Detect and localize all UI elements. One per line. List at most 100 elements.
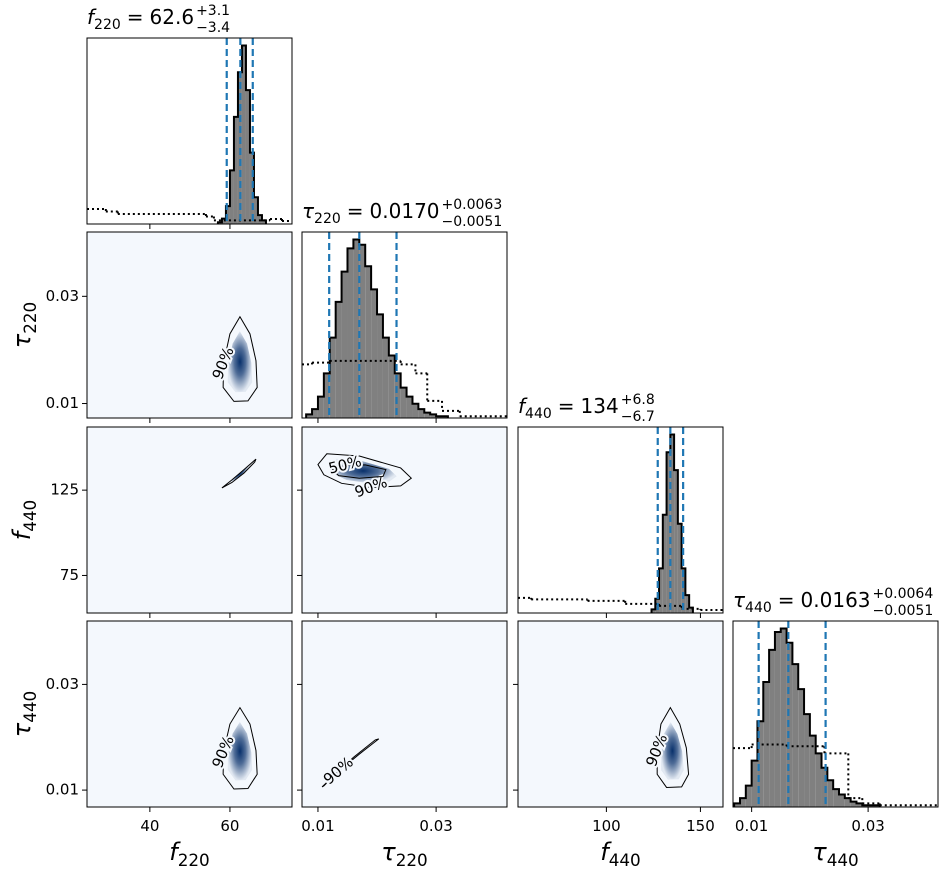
x-tick-label: 150 <box>686 817 715 835</box>
panel-frame <box>517 426 724 614</box>
axis-label: τ220 <box>381 838 427 870</box>
histogram-bar <box>651 609 656 613</box>
histogram-bar <box>689 607 693 613</box>
histogram-bar <box>804 714 810 807</box>
density-panel: 90%50% <box>297 426 508 618</box>
density-core <box>661 722 684 780</box>
histogram-bar <box>844 798 851 807</box>
axis-subscript: 220 <box>20 302 40 334</box>
title-subscript: 440 <box>525 406 552 422</box>
axis-label: τ440 <box>812 838 858 870</box>
title-subscript: 220 <box>94 17 121 33</box>
panel-frame <box>301 620 508 808</box>
title-plus: +0.0063 <box>442 197 503 213</box>
title-subscript: 220 <box>314 211 341 227</box>
panel-frame <box>86 37 293 225</box>
title-median: 62.6 <box>150 5 195 29</box>
y-tick-label: 0.03 <box>46 287 79 305</box>
histogram-bar <box>317 396 324 418</box>
histogram-bar <box>734 803 740 807</box>
panel-background <box>302 427 507 613</box>
histogram-bar <box>798 689 805 807</box>
histogram-panel: τ440 = 0.0163 +0.0064−0.0051 0.01 0.03 <box>732 586 939 835</box>
histogram-bar <box>241 45 246 224</box>
panel-plot: 90% <box>87 621 292 807</box>
title-plus: +0.0064 <box>873 586 934 602</box>
histogram-outline <box>305 238 449 418</box>
histogram-bar <box>312 409 318 418</box>
histogram-bar <box>757 721 764 807</box>
panel-frame <box>86 620 293 808</box>
x-tick-label: 40 <box>140 817 159 835</box>
histogram-outline <box>733 627 881 807</box>
x-tick-label: 0.03 <box>419 817 452 835</box>
y-tick-label: 0.01 <box>46 394 79 412</box>
x-tick-label: 100 <box>592 817 621 835</box>
histogram-bar <box>335 301 342 418</box>
panel-plot: 90% <box>518 621 723 807</box>
histogram-bar <box>388 355 395 418</box>
contour <box>656 706 690 788</box>
panel-background <box>87 427 292 613</box>
title-minus: −6.7 <box>621 409 655 425</box>
axis-symbol: τ <box>381 838 396 866</box>
title-subscript: 440 <box>745 600 772 616</box>
contour <box>317 453 413 489</box>
histogram-bar <box>394 373 401 418</box>
panel-title: τ220 = 0.0170 <box>302 199 440 227</box>
y-tick-label: 75 <box>60 566 79 584</box>
panel-plot: 90%50% <box>302 427 507 613</box>
histogram-bar <box>681 568 686 613</box>
histogram-bar <box>739 798 746 807</box>
axis-subscript: 220 <box>178 850 210 870</box>
title-median: 0.0163 <box>801 588 871 612</box>
histogram-bar <box>261 220 266 224</box>
histogram-panel: τ220 = 0.0170 +0.0063−0.0051 <box>301 197 508 423</box>
histogram-bar <box>225 206 230 224</box>
x-tick-label: 0.01 <box>301 817 334 835</box>
title-median: 0.0170 <box>370 199 440 223</box>
histogram-bar <box>670 434 675 613</box>
histogram-bar <box>353 239 360 418</box>
histogram-bar <box>856 803 863 807</box>
histogram-bar <box>815 753 822 807</box>
histogram-bar <box>666 452 671 613</box>
panel-title: f220 = 62.6 <box>87 5 194 33</box>
panel-background <box>87 232 292 418</box>
histogram-bar <box>677 523 682 613</box>
panel-frame <box>517 620 724 808</box>
axis-subscript: 440 <box>20 500 40 532</box>
density-panel: 90% 0.01 0.03 <box>297 620 508 835</box>
density-core <box>227 721 253 781</box>
histogram-bar <box>249 152 254 224</box>
histogram-bar <box>253 197 258 224</box>
y-tick-label: 125 <box>50 481 79 499</box>
histogram-bar <box>365 266 372 418</box>
histogram-bar <box>821 767 828 807</box>
contour <box>331 464 387 479</box>
axis-symbol: τ <box>8 722 36 737</box>
histogram-bar <box>377 314 383 418</box>
histogram-bar <box>786 642 793 807</box>
x-tick-label: 60 <box>220 817 239 835</box>
axis-label: f220 <box>169 838 209 870</box>
contour <box>222 315 258 402</box>
panel-background <box>302 621 507 807</box>
panel-background <box>518 621 723 807</box>
x-tick-label: 0.03 <box>851 817 884 835</box>
histogram-bar <box>751 760 758 807</box>
histogram-bar <box>769 649 775 807</box>
histogram-bar <box>233 116 238 224</box>
panel-background <box>87 621 292 807</box>
contour <box>321 738 380 788</box>
histogram-bar <box>827 780 834 807</box>
density-panel: 90% 40 60 0.01 0.03 <box>46 620 293 835</box>
histogram-bar <box>341 271 348 418</box>
title-minus: −0.0051 <box>873 603 934 619</box>
density-panel: 90% 100 150 <box>513 620 724 835</box>
histogram-bar <box>245 90 250 224</box>
panel-plot <box>87 38 292 224</box>
axis-label: τ440 <box>8 691 40 737</box>
histogram-bar <box>229 170 234 224</box>
